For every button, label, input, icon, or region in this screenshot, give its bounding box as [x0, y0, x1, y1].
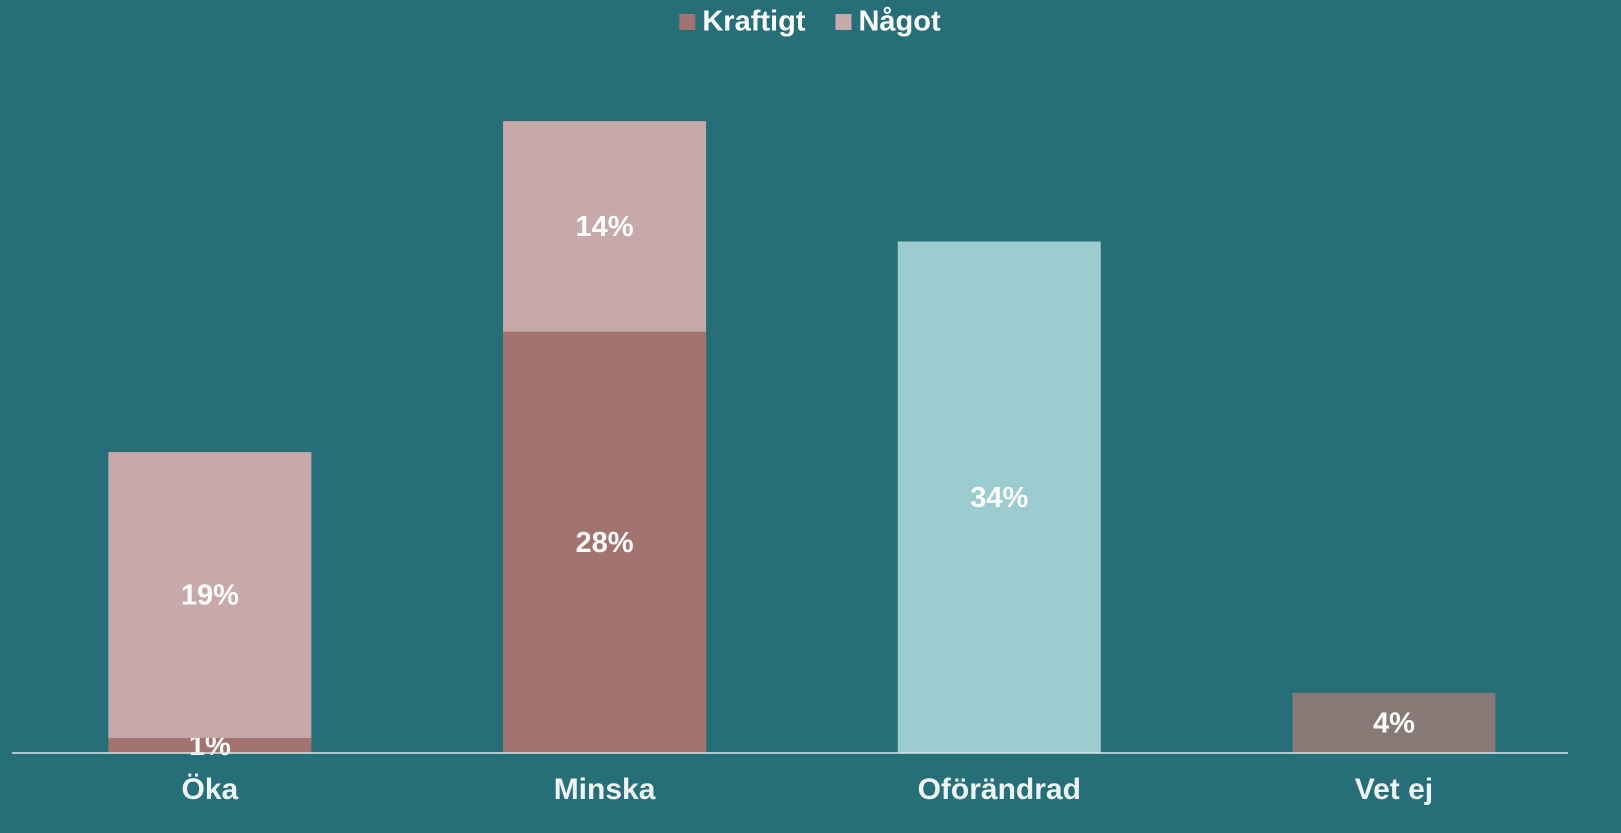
legend: Kraftigt Något	[679, 6, 941, 38]
bar-segment	[503, 331, 707, 753]
legend-swatch	[835, 14, 852, 30]
data-label: 34%	[970, 482, 1028, 514]
bar-segment	[503, 121, 707, 332]
data-label: 14%	[576, 211, 634, 243]
data-label: 28%	[576, 527, 634, 559]
bar-segment	[108, 452, 312, 738]
legend-label: Något	[858, 6, 941, 38]
bar-segment	[1292, 692, 1496, 753]
x-tick-label: Oförändrad	[918, 773, 1081, 806]
x-tick-label: Vet ej	[1355, 773, 1433, 806]
x-tick-label: Öka	[181, 773, 238, 806]
bar-segment	[897, 241, 1101, 753]
legend-swatch	[679, 14, 696, 30]
data-label: 19%	[181, 580, 239, 612]
bar-segment	[108, 737, 312, 753]
data-label: 4%	[1373, 708, 1415, 740]
legend-label: Kraftigt	[702, 6, 805, 38]
x-tick-label: Minska	[554, 773, 656, 806]
